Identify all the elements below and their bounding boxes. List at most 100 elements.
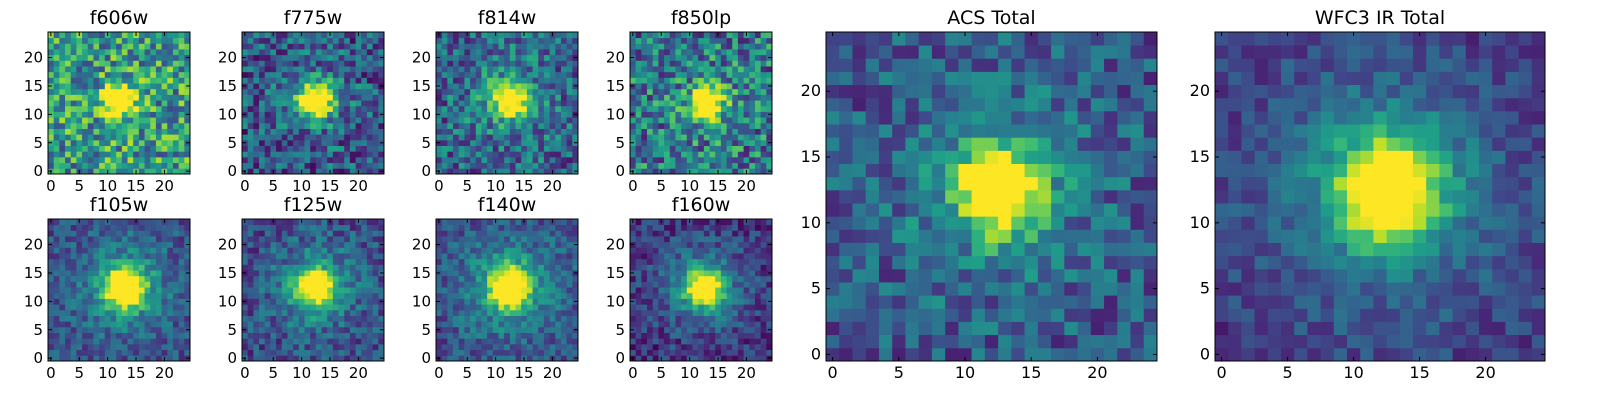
heatmap-cell — [504, 292, 511, 299]
heatmap-cell — [315, 224, 322, 231]
heatmap-cell — [487, 338, 494, 345]
heatmap-cell — [287, 304, 294, 311]
heatmap-cell — [555, 253, 562, 260]
heatmap-cell — [270, 224, 277, 231]
heatmap-cell — [127, 139, 134, 146]
heatmap-cell — [144, 253, 151, 260]
heatmap-cell — [436, 122, 443, 129]
heatmap-cell — [543, 128, 550, 135]
heatmap-cell — [470, 37, 477, 44]
heatmap-cell — [549, 117, 556, 124]
heatmap-cell — [242, 236, 249, 243]
heatmap-cell — [150, 298, 157, 305]
heatmap-cell — [355, 162, 362, 169]
heatmap-cell — [560, 309, 568, 316]
heatmap-cell — [709, 275, 716, 282]
heatmap-cell — [110, 270, 117, 277]
heatmap-cell — [116, 332, 123, 339]
heatmap-cell — [760, 145, 767, 152]
heatmap-cell — [99, 151, 106, 158]
heatmap-cell — [281, 168, 288, 175]
heatmap-cell — [349, 60, 356, 67]
heatmap-cell — [509, 219, 516, 226]
heatmap-cell — [572, 94, 579, 101]
heatmap-cell — [543, 117, 550, 124]
heatmap-cell — [87, 94, 94, 101]
heatmap-cell — [538, 230, 545, 237]
heatmap-cell — [470, 224, 477, 231]
heatmap-cell — [504, 258, 511, 265]
heatmap-cell — [470, 49, 477, 56]
heatmap-cell — [481, 326, 488, 333]
heatmap-cell — [276, 37, 283, 44]
heatmap-cell — [87, 49, 94, 56]
heatmap-cell — [247, 37, 254, 44]
heatmap-cell — [87, 253, 94, 260]
heatmap-cell — [281, 117, 288, 124]
heatmap-cell — [253, 94, 260, 101]
heatmap-cell — [104, 111, 111, 118]
heatmap-cell — [664, 304, 671, 311]
heatmap-cell — [121, 270, 128, 277]
heatmap-cell — [366, 355, 374, 362]
heatmap-cell — [532, 156, 539, 164]
heatmap-cell — [76, 151, 83, 158]
heatmap-cell — [127, 71, 134, 78]
heatmap-cell — [436, 338, 443, 345]
heatmap-cell — [681, 315, 688, 322]
heatmap-cell — [515, 349, 522, 356]
heatmap-cell — [720, 105, 727, 112]
heatmap-cell — [766, 105, 773, 112]
heatmap-cell — [133, 54, 140, 61]
heatmap-cell — [298, 321, 305, 328]
heatmap-cells — [48, 32, 191, 175]
heatmap-cell — [521, 66, 528, 73]
heatmap-cell — [475, 37, 482, 44]
heatmap-cell — [487, 292, 494, 299]
heatmap-cell — [549, 253, 556, 260]
heatmap-cell — [178, 139, 185, 146]
heatmap-cell — [532, 77, 539, 84]
heatmap-cell — [372, 326, 379, 333]
heatmap-cell — [82, 270, 89, 277]
heatmap-cell — [167, 230, 174, 237]
heatmap-cell — [378, 264, 385, 271]
heatmap-cell — [178, 304, 185, 311]
heatmap-cell — [338, 332, 345, 339]
heatmap-cell — [172, 292, 180, 299]
heatmap-cell — [766, 71, 773, 78]
heatmap-cell — [315, 247, 322, 254]
heatmap-cell — [116, 253, 123, 260]
heatmap-cell — [127, 88, 134, 95]
heatmap-cell — [327, 253, 334, 260]
heatmap-cell — [264, 134, 271, 141]
heatmap-cell — [475, 105, 482, 112]
heatmap-cell — [65, 270, 72, 277]
heatmap-cell — [121, 88, 128, 95]
heatmap-cell — [652, 145, 659, 152]
heatmap-cell — [259, 49, 266, 56]
heatmap-cell — [87, 105, 94, 112]
heatmap-cell — [87, 292, 94, 299]
heatmap-cell — [754, 156, 762, 164]
heatmap-cell — [242, 287, 249, 294]
heatmap-cell — [344, 258, 351, 265]
heatmap-cell — [59, 128, 66, 135]
heatmap-cell — [53, 151, 60, 158]
heatmap-cell — [549, 60, 556, 67]
heatmap-cell — [327, 304, 334, 311]
heatmap-cell — [276, 287, 283, 294]
heatmap-cell — [315, 94, 322, 101]
heatmap-cell — [630, 134, 637, 141]
heatmap-cell — [453, 105, 460, 112]
heatmap-cell — [178, 49, 185, 56]
heatmap-cell — [726, 71, 733, 78]
heatmap-cell — [70, 236, 77, 243]
heatmap-cell — [555, 224, 562, 231]
heatmap-cell — [481, 343, 488, 351]
heatmap-cell — [515, 321, 522, 328]
heatmap-cell — [144, 309, 151, 316]
heatmap-cell — [698, 281, 705, 288]
heatmap-cell — [167, 32, 174, 39]
heatmap-cell — [104, 270, 111, 277]
